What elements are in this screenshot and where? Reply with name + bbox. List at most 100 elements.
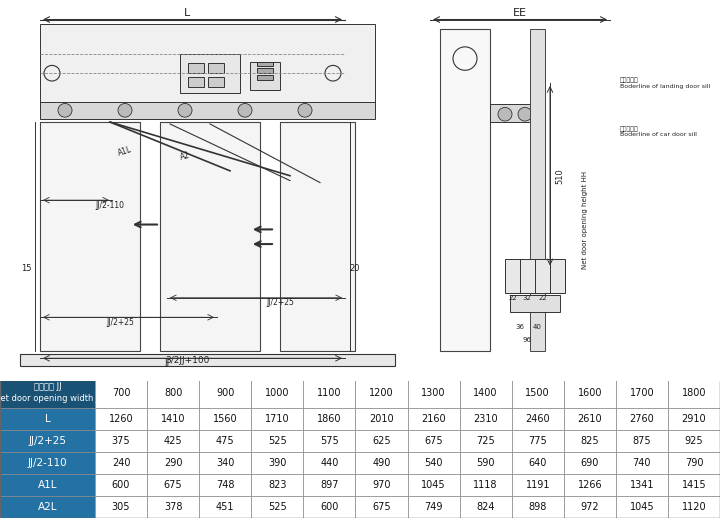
Text: 898: 898 — [528, 502, 547, 512]
Text: 825: 825 — [580, 436, 599, 446]
Bar — [20, 354, 395, 366]
Bar — [257, 62, 273, 66]
Bar — [512, 452, 564, 474]
Circle shape — [178, 104, 192, 117]
Bar — [0, 378, 95, 408]
Text: 440: 440 — [320, 458, 338, 468]
Text: 749: 749 — [424, 502, 443, 512]
Text: A1L: A1L — [37, 480, 58, 490]
Bar — [199, 408, 251, 430]
Text: 1600: 1600 — [577, 388, 602, 398]
Text: 1200: 1200 — [369, 388, 394, 398]
Text: 240: 240 — [112, 458, 130, 468]
Bar — [530, 30, 545, 351]
Bar — [408, 496, 459, 518]
Bar — [0, 408, 95, 430]
Text: 1710: 1710 — [265, 414, 289, 424]
Text: 2160: 2160 — [421, 414, 446, 424]
Text: JJ: JJ — [164, 358, 170, 367]
Bar — [459, 452, 512, 474]
Text: 378: 378 — [164, 502, 182, 512]
Bar — [616, 496, 668, 518]
Bar — [251, 474, 303, 496]
Bar — [208, 64, 224, 73]
Bar — [147, 430, 199, 452]
Bar — [188, 77, 204, 87]
Text: 970: 970 — [372, 480, 391, 490]
Bar — [40, 102, 375, 119]
Bar — [510, 295, 560, 312]
Text: 375: 375 — [112, 436, 130, 446]
Bar — [616, 474, 668, 496]
Text: 1500: 1500 — [526, 388, 550, 398]
Text: 305: 305 — [112, 502, 130, 512]
Text: L: L — [184, 8, 190, 18]
Text: 600: 600 — [112, 480, 130, 490]
Bar — [160, 122, 260, 351]
Bar — [0, 496, 95, 518]
Text: EE: EE — [513, 8, 527, 18]
Text: 1118: 1118 — [473, 480, 498, 490]
Bar — [208, 77, 224, 87]
Bar — [251, 378, 303, 408]
Bar — [490, 105, 530, 122]
Text: 22: 22 — [508, 295, 518, 301]
Circle shape — [498, 107, 512, 121]
Text: 1266: 1266 — [577, 480, 602, 490]
Bar — [459, 474, 512, 496]
Text: 1045: 1045 — [629, 502, 654, 512]
Bar — [280, 122, 355, 351]
Bar — [505, 258, 565, 293]
Text: 675: 675 — [424, 436, 443, 446]
Text: 823: 823 — [268, 480, 287, 490]
Bar — [303, 430, 356, 452]
Bar — [199, 378, 251, 408]
Text: 2760: 2760 — [629, 414, 654, 424]
Text: 2610: 2610 — [577, 414, 602, 424]
Text: 1415: 1415 — [682, 480, 706, 490]
Bar — [147, 452, 199, 474]
Text: 2910: 2910 — [682, 414, 706, 424]
Text: 690: 690 — [580, 458, 599, 468]
Bar — [356, 474, 408, 496]
Text: 轿门地坎线
Boderline of car door sill: 轿门地坎线 Boderline of car door sill — [620, 126, 697, 137]
Text: JJ/2-110: JJ/2-110 — [96, 200, 125, 209]
Bar — [459, 496, 512, 518]
Bar — [0, 430, 95, 452]
Text: 800: 800 — [164, 388, 182, 398]
Text: 451: 451 — [216, 502, 235, 512]
Text: 1045: 1045 — [421, 480, 446, 490]
Circle shape — [518, 107, 532, 121]
Bar — [512, 430, 564, 452]
Text: JJ/2+25: JJ/2+25 — [266, 298, 294, 307]
Text: 36: 36 — [516, 324, 524, 330]
Text: 897: 897 — [320, 480, 338, 490]
Text: 1400: 1400 — [473, 388, 498, 398]
Bar — [459, 378, 512, 408]
Bar — [616, 452, 668, 474]
Text: 40: 40 — [533, 324, 541, 330]
Bar — [440, 30, 490, 351]
Text: 790: 790 — [685, 458, 703, 468]
Text: 2310: 2310 — [473, 414, 498, 424]
Text: 775: 775 — [528, 436, 547, 446]
Bar — [408, 452, 459, 474]
Text: 1860: 1860 — [317, 414, 341, 424]
Bar — [147, 496, 199, 518]
Text: Net door opening height HH: Net door opening height HH — [582, 170, 588, 269]
Circle shape — [118, 104, 132, 117]
Circle shape — [238, 104, 252, 117]
Bar — [95, 474, 147, 496]
Bar — [668, 474, 720, 496]
Bar — [188, 64, 204, 73]
Circle shape — [58, 104, 72, 117]
Text: 15: 15 — [21, 264, 31, 273]
Text: 340: 340 — [216, 458, 235, 468]
Text: 32: 32 — [523, 295, 531, 301]
Bar — [356, 452, 408, 474]
Bar — [668, 378, 720, 408]
Bar — [95, 430, 147, 452]
Text: JJ/2-110: JJ/2-110 — [27, 458, 67, 468]
Text: 1191: 1191 — [526, 480, 550, 490]
Text: 740: 740 — [633, 458, 651, 468]
